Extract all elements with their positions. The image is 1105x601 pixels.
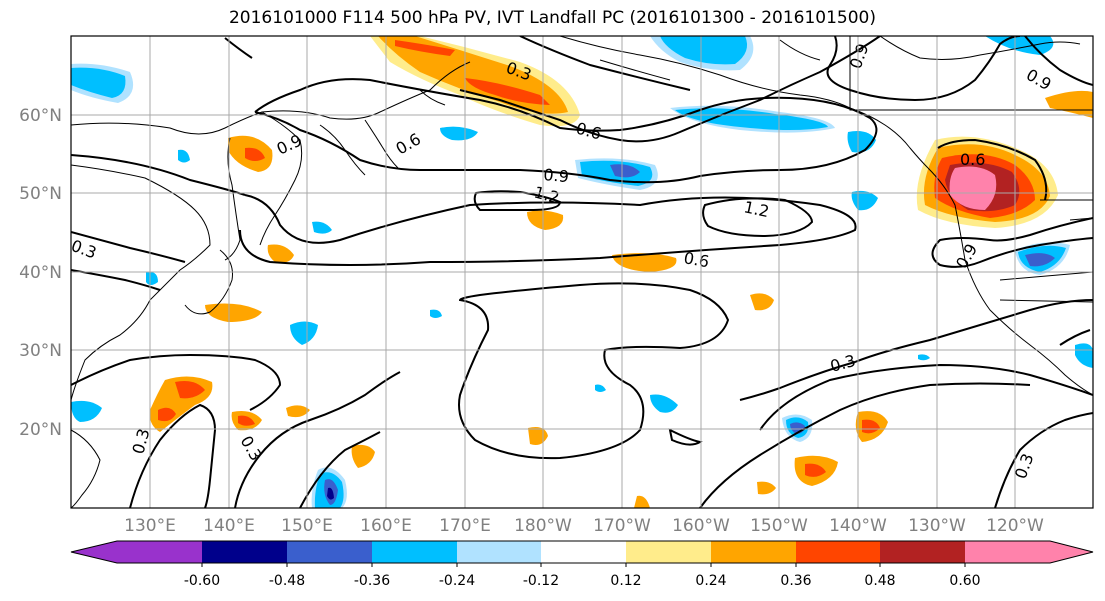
colorbar-segment — [965, 541, 1050, 563]
longitude-label: 140°E — [203, 516, 255, 536]
pv-anomaly-fill — [71, 36, 1093, 508]
colorbar-segment — [711, 541, 796, 563]
colorbar-segment — [71, 541, 117, 563]
plot-title: 2016101000 F114 500 hPa PV, IVT Landfall… — [228, 8, 876, 28]
map-frame — [70, 35, 1094, 509]
colorbar-tick-label: 0.36 — [780, 573, 811, 589]
longitude-axis: 130°E 140°E 150°E 160°E 170°E 180°W 170°… — [124, 516, 1044, 536]
longitude-label: 130°W — [908, 516, 966, 536]
latitude-axis: 60°N 50°N 40°N 30°N 20°N — [19, 106, 62, 440]
contour-label: 0.9 — [274, 131, 305, 159]
contour-label: 0.6 — [682, 248, 710, 271]
contour-label: 0.6 — [393, 129, 425, 158]
colorbar-segment — [372, 541, 457, 563]
colorbar-segment — [796, 541, 880, 563]
colorbar-segment — [117, 541, 202, 563]
colorbar-segment — [202, 541, 287, 563]
longitude-label: 150°E — [281, 516, 333, 536]
colorbar-outline — [70, 540, 1094, 564]
colorbar-segment — [1050, 541, 1093, 563]
latitude-label: 50°N — [19, 184, 62, 204]
graticule — [71, 36, 1093, 508]
longitude-label: 180°W — [514, 516, 572, 536]
colorbar-tick-label: 0.60 — [949, 573, 980, 589]
colorbar-tick-label: -0.24 — [439, 573, 475, 589]
colorbar-tick-label: 0.24 — [695, 573, 726, 589]
colorbar-segment — [541, 541, 626, 563]
colorbar-tick-label: 0.12 — [610, 573, 641, 589]
colorbar: -0.60 -0.48 -0.36 -0.24 -0.12 0.12 0.24 … — [70, 540, 1094, 589]
latitude-label: 20°N — [19, 420, 62, 440]
longitude-label: 160°W — [672, 516, 730, 536]
longitude-label: 120°W — [986, 516, 1044, 536]
contour-label: 0.9 — [543, 165, 570, 186]
colorbar-tick-label: 0.48 — [864, 573, 895, 589]
contour-label: 1.2 — [742, 197, 771, 221]
coastlines — [71, 36, 1093, 508]
longitude-label: 170°W — [593, 516, 651, 536]
colorbar-segment — [880, 541, 965, 563]
longitude-label: 150°W — [750, 516, 808, 536]
colorbar-tick-label: -0.60 — [184, 573, 220, 589]
longitude-label: 170°E — [439, 516, 491, 536]
colorbar-tick-label: -0.12 — [523, 573, 559, 589]
contour-label: 1.2 — [532, 183, 562, 208]
contour-label: 0.6 — [960, 150, 985, 169]
colorbar-tick-label: -0.48 — [269, 573, 305, 589]
colorbar-segment — [626, 541, 711, 563]
contour-label: 0.3 — [828, 351, 858, 376]
longitude-label: 130°E — [124, 516, 176, 536]
latitude-label: 60°N — [19, 106, 62, 126]
colorbar-segment — [287, 541, 372, 563]
contour-label: 0.3 — [237, 433, 266, 465]
contour-label: 0.6 — [574, 119, 604, 144]
latitude-label: 40°N — [19, 263, 62, 283]
pv-contours — [71, 36, 1093, 508]
latitude-label: 30°N — [19, 341, 62, 361]
longitude-label: 140°W — [829, 516, 887, 536]
contour-label: 0.3 — [69, 236, 99, 263]
colorbar-tick-label: -0.36 — [354, 573, 390, 589]
contour-label: 0.9 — [1023, 65, 1055, 94]
colorbar-segment — [457, 541, 541, 563]
longitude-label: 160°E — [360, 516, 412, 536]
